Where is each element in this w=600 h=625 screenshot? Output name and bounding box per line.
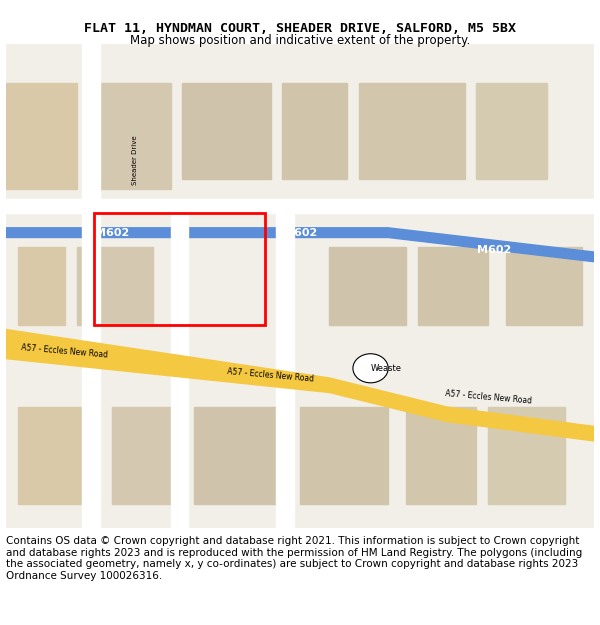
Polygon shape <box>476 82 547 179</box>
Polygon shape <box>18 407 94 504</box>
Text: M602: M602 <box>95 228 129 238</box>
Polygon shape <box>194 407 288 504</box>
Polygon shape <box>506 247 582 325</box>
Text: A57 - Eccles New Road: A57 - Eccles New Road <box>227 368 314 384</box>
Polygon shape <box>6 82 77 189</box>
Polygon shape <box>182 82 271 179</box>
Text: M602: M602 <box>283 228 317 238</box>
Polygon shape <box>329 247 406 325</box>
Circle shape <box>353 354 388 382</box>
Text: Map shows position and indicative extent of the property.: Map shows position and indicative extent… <box>130 34 470 48</box>
Polygon shape <box>6 329 594 441</box>
Text: Contains OS data © Crown copyright and database right 2021. This information is : Contains OS data © Crown copyright and d… <box>6 536 582 581</box>
Polygon shape <box>77 247 153 325</box>
Polygon shape <box>283 82 347 179</box>
Polygon shape <box>82 44 100 528</box>
Polygon shape <box>170 213 188 528</box>
Text: A57 - Eccles New Road: A57 - Eccles New Road <box>21 343 109 359</box>
Polygon shape <box>488 407 565 504</box>
Polygon shape <box>406 407 476 504</box>
Polygon shape <box>418 247 488 325</box>
Text: Sheader Drive: Sheader Drive <box>133 135 139 185</box>
Text: FLAT 11, HYNDMAN COURT, SHEADER DRIVE, SALFORD, M5 5BX: FLAT 11, HYNDMAN COURT, SHEADER DRIVE, S… <box>84 22 516 35</box>
Polygon shape <box>6 199 594 213</box>
Polygon shape <box>6 228 594 262</box>
Polygon shape <box>112 407 182 504</box>
Polygon shape <box>277 213 294 528</box>
Text: M602: M602 <box>477 244 511 254</box>
Polygon shape <box>88 82 170 189</box>
Text: A57 - Eccles New Road: A57 - Eccles New Road <box>445 389 532 406</box>
Polygon shape <box>359 82 464 179</box>
Polygon shape <box>18 247 65 325</box>
Text: Weaste: Weaste <box>371 364 401 372</box>
Polygon shape <box>300 407 388 504</box>
